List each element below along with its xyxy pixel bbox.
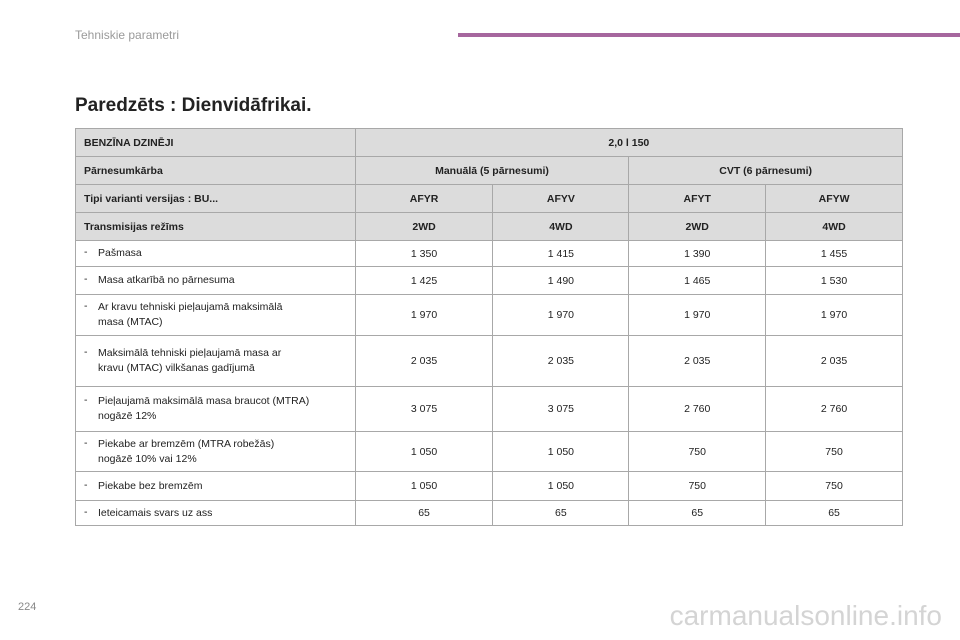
header-cell: Manuālā (5 pārnesumi) <box>354 156 630 185</box>
header-cell: AFYT <box>628 184 767 213</box>
row-label: - Masa atkarībā no pārnesuma <box>75 266 356 295</box>
row-marker: - <box>84 346 88 358</box>
data-row: - Pieļaujamā maksimālā masa braucot (MTRA… <box>75 386 903 432</box>
value-cell: 1 970 <box>354 294 494 336</box>
row-marker: - <box>84 273 88 285</box>
data-row: - Maksimālā tehniski pieļaujamā masa ar k… <box>75 335 903 387</box>
value-cell: 1 490 <box>492 266 630 295</box>
spec-table: BENZĪNA DZINĒJI 2,0 l 150 Pārnesumkārba Man… <box>75 128 904 526</box>
header-cell: Tipi varianti versijas : BU... <box>75 184 356 213</box>
value-cell: 1 970 <box>628 294 767 336</box>
value-cell: 1 390 <box>628 240 767 267</box>
header-row: BENZĪNA DZINĒJI 2,0 l 150 <box>75 128 904 157</box>
value-cell: 1 970 <box>492 294 630 336</box>
header-bar <box>458 33 960 37</box>
value-cell: 65 <box>492 500 630 526</box>
header-cell: AFYV <box>492 184 630 213</box>
value-cell: 1 350 <box>354 240 494 267</box>
row-marker: - <box>84 478 88 491</box>
row-marker: - <box>84 436 88 449</box>
value-cell: 750 <box>628 471 767 501</box>
label-text: Maksimālā tehniski pieļaujamā masa ar kr… <box>98 347 282 374</box>
row-label: - Pašmasa <box>75 240 356 267</box>
value-cell: 65 <box>354 500 494 526</box>
label-text: Pašmasa <box>98 247 142 259</box>
page-number: 224 <box>18 601 37 613</box>
header-cell: 2,0 l 150 <box>354 128 904 157</box>
label-text: Piekabe ar bremzēm (MTRA robežās) nogāzē… <box>98 437 275 465</box>
value-cell: 1 050 <box>492 431 630 472</box>
header-cell: 4WD <box>492 212 630 241</box>
data-row: - Piekabe bez bremzēm 1 050 1 050 750 750 <box>75 471 903 501</box>
data-row: - Masa atkarībā no pārnesuma 1 425 1 490 1 4… <box>75 266 903 295</box>
header-cell: 2WD <box>354 212 494 241</box>
section-header: Tehniskie parametri <box>75 28 180 42</box>
value-cell: 750 <box>628 431 767 472</box>
value-cell: 1 530 <box>765 266 903 295</box>
row-label: - Ar kravu tehniski pieļaujamā maksimālā … <box>75 294 356 336</box>
row-label: - Piekabe ar bremzēm (MTRA robežās) nogāz… <box>75 431 356 472</box>
label-text: Ar kravu tehniski pieļaujamā maksimālā m… <box>98 301 283 328</box>
row-label: - Maksimālā tehniski pieļaujamā masa ar k… <box>75 335 356 387</box>
data-row: - Ar kravu tehniski pieļaujamā maksimālā … <box>75 294 903 336</box>
row-marker: - <box>84 300 88 312</box>
header-cell: Pārnesumkārba <box>75 156 356 185</box>
watermark: carmanualsonline.info <box>669 600 942 631</box>
header-cell: 4WD <box>765 212 903 241</box>
value-cell: 2 035 <box>354 335 494 387</box>
header-cell: BENZĪNA DZINĒJI <box>75 128 356 157</box>
value-cell: 2 035 <box>492 335 630 387</box>
value-cell: 1 050 <box>354 431 494 472</box>
value-cell: 2 760 <box>628 386 767 432</box>
value-cell: 1 425 <box>354 266 494 295</box>
value-cell: 3 075 <box>354 386 494 432</box>
header-row: Transmisijas režīms 2WD 4WD 2WD 4WD <box>75 212 903 241</box>
value-cell: 1 455 <box>765 240 903 267</box>
row-label: - Piekabe bez bremzēm <box>75 471 356 501</box>
value-cell: 1 050 <box>492 471 630 501</box>
value-cell: 2 035 <box>765 335 903 387</box>
value-cell: 3 075 <box>492 386 630 432</box>
value-cell: 2 760 <box>765 386 903 432</box>
data-row: - Ieteicamais svars uz ass 65 65 65 65 <box>75 500 903 526</box>
label-text: Masa atkarībā no pārnesuma <box>98 274 235 286</box>
value-cell: 65 <box>628 500 767 526</box>
value-cell: 65 <box>765 500 903 526</box>
label-text: Ieteicamais svars uz ass <box>98 506 213 519</box>
row-label: - Pieļaujamā maksimālā masa braucot (MTRA… <box>75 386 356 432</box>
value-cell: 750 <box>765 471 903 501</box>
data-row: - Pašmasa 1 350 1 415 1 390 1 455 <box>75 240 903 267</box>
value-cell: 750 <box>765 431 903 472</box>
value-cell: 1 050 <box>354 471 494 501</box>
header-cell: CVT (6 pārnesumi) <box>628 156 903 185</box>
row-label: - Ieteicamais svars uz ass <box>75 500 356 526</box>
value-cell: 1 970 <box>765 294 903 336</box>
label-text: Pieļaujamā maksimālā masa braucot (MTRA)… <box>98 395 310 422</box>
value-cell: 1 465 <box>628 266 767 295</box>
header-cell: AFYR <box>354 184 494 213</box>
row-marker: - <box>84 394 88 406</box>
header-row: Pārnesumkārba Manuālā (5 pārnesumi) CVT (6… <box>75 156 903 185</box>
data-row: - Piekabe ar bremzēm (MTRA robežās) nogāz… <box>75 431 903 472</box>
label-text: Piekabe bez bremzēm <box>98 479 203 492</box>
page-title: Paredzēts : Dienvidāfrikai. <box>75 95 312 116</box>
row-marker: - <box>84 505 88 518</box>
row-marker: - <box>84 246 88 258</box>
header-cell: AFYW <box>765 184 903 213</box>
header-row: Tipi varianti versijas : BU... AFYR AFYV AF… <box>75 184 903 213</box>
header-cell: Transmisijas režīms <box>75 212 356 241</box>
value-cell: 1 415 <box>492 240 630 267</box>
value-cell: 2 035 <box>628 335 767 387</box>
header-cell: 2WD <box>628 212 767 241</box>
